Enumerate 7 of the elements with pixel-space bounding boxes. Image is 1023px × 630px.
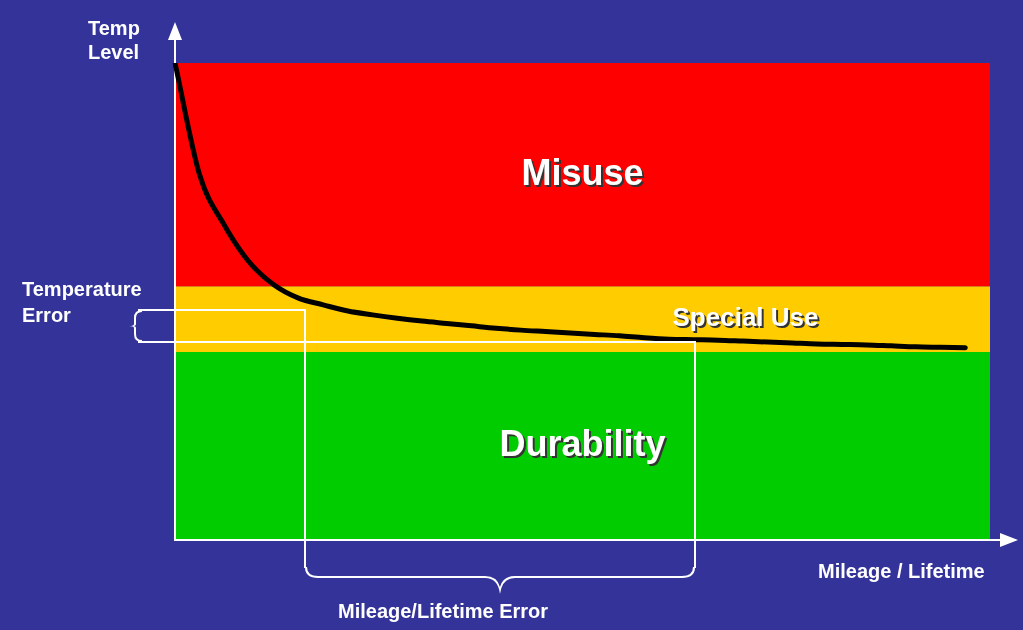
band-label: Durability <box>499 422 666 464</box>
text: Mileage/Lifetime Error <box>338 600 549 623</box>
band-label: Misuse <box>521 151 644 193</box>
x-axis-title: Mileage / Lifetime <box>818 560 985 583</box>
band-label: Special Use <box>672 302 819 333</box>
y-axis-title: Temp Level <box>88 16 141 64</box>
text: Temperature Error <box>22 277 143 328</box>
